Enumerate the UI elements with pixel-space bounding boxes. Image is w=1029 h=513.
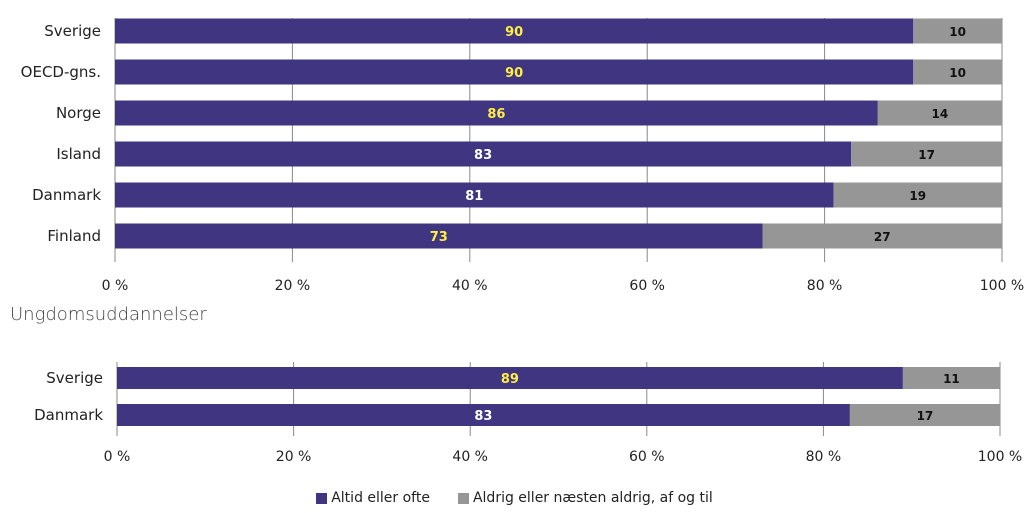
legend-label-series-2: Aldrig eller næsten aldrig, af og til [472,490,713,506]
legend-swatch-series-1 [316,492,328,504]
x-tick-label: 20 % [275,278,311,294]
x-tick-label: 60 % [629,278,665,294]
data-label-series-2: 10 [949,25,966,39]
data-label-series-1: 86 [487,107,505,122]
x-tick-label: 0 % [102,278,129,294]
bar-segment-series-2 [913,59,1002,85]
data-label-series-2: 19 [909,189,926,203]
x-tick-label: 20 % [276,449,312,465]
legend: Altid eller ofte Aldrig eller næsten ald… [0,490,1029,506]
bar-segment-series-1 [117,367,903,389]
category-label: Island [56,145,101,163]
x-tick-label: 80 % [807,278,843,294]
x-tick-label: 40 % [452,278,488,294]
chart-grundskole: 0 % 20 % 40 % 60 % 80 % 100 % Sverige 90 10 OECD-… [21,18,1024,294]
bar-segment-series-2 [902,367,1000,389]
x-tick-label: 100 % [980,278,1024,294]
bar-segment-series-2 [851,141,1002,167]
data-label-series-1: 83 [474,409,492,424]
data-label-series-1: 73 [430,230,448,245]
legend-item-series-2: Aldrig eller næsten aldrig, af og til [457,490,713,506]
bar-segment-series-1 [115,100,878,126]
category-label: Sverige [44,22,101,40]
data-label-series-1: 89 [501,372,519,387]
data-label-series-2: 27 [874,230,891,244]
category-label: Finland [47,227,101,245]
legend-item-series-1: Altid eller ofte [316,490,430,506]
x-tick-label: 0 % [104,449,131,465]
bar-segment-series-1 [115,18,914,44]
x-tick-label: 100 % [978,449,1022,465]
bar-segment-series-1 [117,404,850,426]
data-label-series-1: 81 [465,189,483,204]
data-label-series-1: 83 [474,148,492,163]
bar-segment-series-1 [115,182,834,208]
x-tick-label: 40 % [452,449,488,465]
chart-2-title: Ungdomsuddannelser [10,304,207,325]
bar-segment-series-1 [115,223,763,249]
data-label-series-2: 17 [917,409,934,423]
data-label-series-2: 11 [943,372,960,386]
data-label-series-1: 90 [505,66,523,81]
bar-segment-series-2 [913,18,1002,44]
category-label: Danmark [32,186,101,204]
data-label-series-2: 14 [932,107,949,121]
bar-segment-series-1 [115,141,852,167]
x-tick-label: 60 % [629,449,665,465]
bar-segment-series-1 [115,59,914,85]
category-label: OECD-gns. [21,63,101,81]
bar-segment-series-2 [877,100,1002,126]
bar-segment-series-2 [762,223,1002,249]
data-label-series-2: 10 [949,66,966,80]
chart-ungdomsuddannelser: 0 % 20 % 40 % 60 % 80 % 100 % Sverige 89 11 Danma… [34,362,1022,465]
bar-segment-series-2 [833,182,1002,208]
legend-swatch-series-2 [457,492,469,504]
bar-segment-series-2 [849,404,1000,426]
category-label: Sverige [46,369,103,387]
data-label-series-1: 90 [505,25,523,40]
legend-label-series-1: Altid eller ofte [331,490,430,506]
category-label: Danmark [34,406,103,424]
x-tick-label: 80 % [806,449,842,465]
data-label-series-2: 17 [918,148,935,162]
category-label: Norge [56,104,101,122]
